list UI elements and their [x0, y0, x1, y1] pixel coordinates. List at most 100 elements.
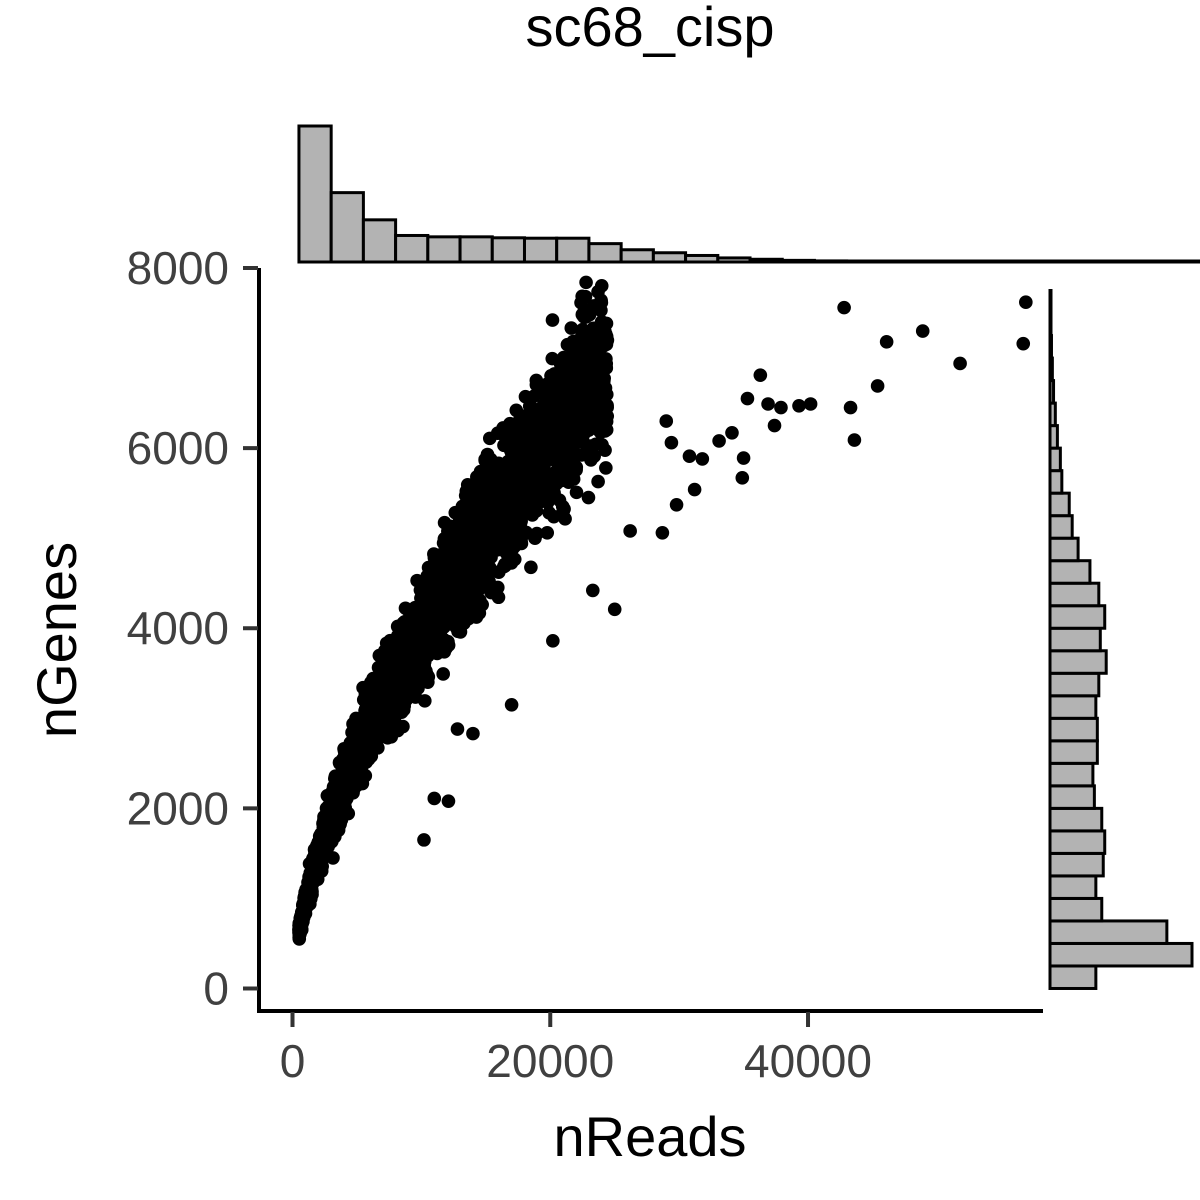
data-point — [953, 356, 967, 371]
data-point — [591, 474, 605, 489]
x-hist-bar — [1038, 259, 1074, 264]
data-point — [579, 275, 593, 290]
data-point — [552, 456, 567, 471]
data-point — [469, 610, 484, 624]
data-point — [476, 523, 490, 538]
y-hist-bar — [1048, 514, 1074, 540]
data-point — [496, 559, 511, 574]
data-point — [545, 313, 560, 327]
data-point — [474, 565, 489, 579]
y-hist-bar — [1048, 289, 1053, 315]
data-point — [553, 382, 568, 397]
x-hist-bar — [619, 248, 655, 264]
y-hist-bar — [1048, 626, 1102, 653]
data-point — [507, 552, 522, 567]
data-point — [439, 599, 454, 613]
data-point — [587, 365, 601, 379]
data-point — [516, 441, 531, 455]
data-point — [598, 443, 612, 457]
data-point — [870, 379, 885, 393]
data-point — [582, 307, 597, 322]
x-hist-bar — [522, 236, 559, 264]
y-hist-bar — [1048, 784, 1096, 810]
data-point — [504, 697, 519, 712]
x-hist-bar — [941, 259, 978, 264]
data-point — [437, 632, 451, 647]
y-tick-label: 2000 — [127, 782, 229, 834]
data-point — [587, 347, 602, 361]
data-point — [735, 471, 750, 485]
x-hist-bar — [812, 259, 849, 264]
data-point — [597, 338, 612, 352]
data-point — [529, 405, 543, 419]
data-point — [513, 470, 527, 485]
data-point — [405, 628, 420, 642]
data-point — [558, 512, 572, 526]
data-point — [492, 483, 507, 498]
y-hist-bar — [1048, 446, 1062, 473]
x-tick-label: 0 — [280, 1035, 306, 1087]
x-marginal-histogram — [297, 124, 1200, 264]
data-point — [687, 482, 702, 497]
y-hist-bar — [1048, 716, 1099, 743]
data-point — [427, 565, 441, 580]
y-hist-bar — [1048, 536, 1080, 563]
y-tick-label: 6000 — [127, 422, 229, 474]
data-point — [506, 435, 520, 449]
data-point — [575, 289, 589, 304]
x-hist-bar — [684, 253, 720, 264]
data-point — [712, 434, 726, 448]
data-point — [669, 498, 684, 512]
data-point — [453, 562, 467, 577]
data-point — [583, 439, 598, 453]
data-point — [597, 374, 611, 389]
y-hist-bar — [1048, 739, 1099, 765]
data-point — [575, 322, 590, 337]
data-point — [358, 686, 373, 701]
x-hist-bar — [1102, 259, 1139, 264]
data-point — [453, 521, 468, 536]
x-tick-label: 40000 — [744, 1035, 872, 1087]
x-hist-bar — [426, 235, 462, 264]
data-point — [456, 604, 470, 619]
data-point — [767, 418, 782, 433]
x-axis-title: nReads — [553, 1105, 746, 1168]
x-hist-bar — [974, 259, 1010, 264]
data-point — [371, 709, 385, 724]
data-point — [354, 750, 368, 764]
data-point — [402, 644, 417, 659]
data-point — [509, 403, 524, 418]
data-point — [459, 580, 473, 594]
data-point — [396, 719, 410, 734]
y-hist-bar — [1048, 581, 1101, 608]
data-point — [725, 426, 739, 440]
x-hist-bar — [297, 124, 333, 264]
data-point — [416, 629, 431, 644]
y-marginal-histogram — [1048, 289, 1194, 990]
data-point — [557, 395, 571, 410]
data-point — [414, 662, 428, 677]
x-hist-bar — [490, 236, 526, 264]
y-hist-bar — [1048, 896, 1104, 923]
data-point — [682, 449, 697, 464]
y-hist-bar — [1048, 874, 1098, 900]
data-point — [837, 300, 851, 315]
y-hist-bar — [1048, 671, 1101, 698]
x-hist-bar — [1167, 259, 1200, 264]
x-hist-bar — [361, 218, 398, 264]
data-point — [561, 475, 576, 489]
data-point — [545, 351, 560, 366]
y-hist-bar — [1048, 694, 1098, 720]
data-point — [540, 525, 555, 540]
data-point — [566, 457, 580, 472]
data-point — [299, 899, 313, 913]
data-point — [792, 398, 806, 413]
data-point — [401, 673, 416, 688]
data-point — [464, 529, 479, 543]
y-hist-bar — [1048, 604, 1107, 630]
y-hist-bar — [1048, 649, 1108, 675]
y-tick-label: 8000 — [127, 242, 229, 294]
data-point — [774, 400, 788, 415]
data-point — [294, 909, 308, 924]
